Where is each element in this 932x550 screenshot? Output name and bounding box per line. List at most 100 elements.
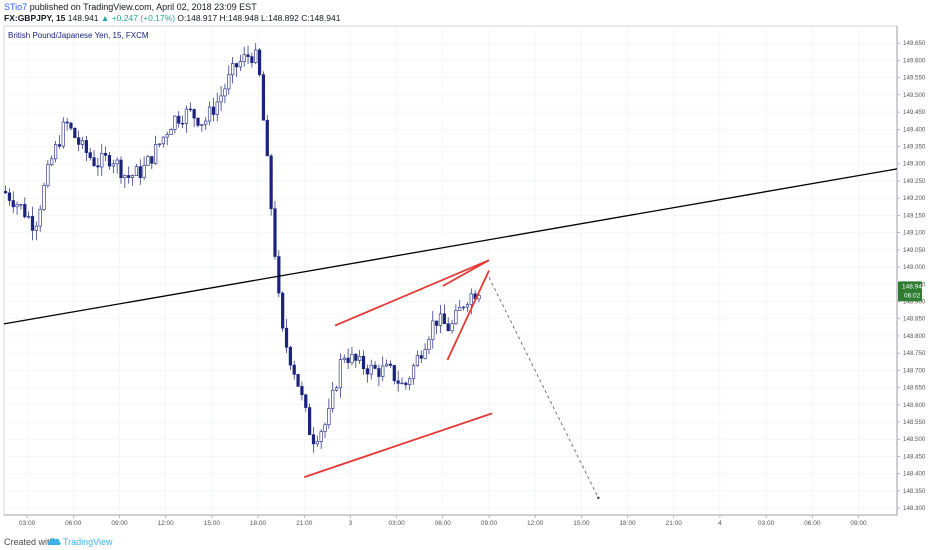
- channel-lower-line: [303, 412, 493, 478]
- candle-body: [431, 320, 435, 340]
- y-tick-label: 149.050: [903, 247, 926, 254]
- candle-body: [369, 364, 373, 375]
- x-tick-label: 03:00: [388, 520, 405, 527]
- chart-legend: British Pound/Japanese Yen, 15, FXCM: [8, 31, 149, 40]
- y-tick-label: 149.450: [903, 109, 926, 116]
- y-tick-label: 149.200: [903, 195, 926, 202]
- candle-body: [361, 355, 366, 370]
- candle-body: [65, 121, 69, 124]
- candle-body: [411, 365, 416, 380]
- y-tick-label: 149.300: [903, 161, 926, 168]
- symbol-label[interactable]: FX:GBPJPY, 15: [4, 13, 66, 23]
- candle-body: [269, 155, 273, 210]
- candle-body: [150, 156, 154, 164]
- y-tick-label: 148.550: [903, 419, 926, 426]
- candle-body: [15, 204, 19, 208]
- candle-body: [257, 49, 262, 75]
- candle-body: [404, 382, 408, 386]
- candle-body: [223, 88, 227, 97]
- candle-body: [204, 120, 208, 125]
- x-tick-label: 15:00: [204, 520, 221, 527]
- candlestick-series: [3, 43, 481, 453]
- candle-body: [53, 144, 58, 160]
- candle-body: [138, 166, 142, 178]
- candle-body: [261, 74, 266, 121]
- candle-body: [11, 200, 15, 208]
- candle-body: [77, 137, 81, 145]
- author-link[interactable]: STio7: [4, 2, 28, 12]
- candle-body: [319, 431, 323, 442]
- candle-body: [381, 365, 385, 377]
- x-tick-label: 03:00: [19, 520, 36, 527]
- candle-body: [57, 144, 62, 147]
- candle-body: [315, 441, 319, 445]
- y-tick-label: 149.150: [903, 212, 926, 219]
- candle-body: [246, 54, 250, 57]
- candle-body: [161, 136, 165, 145]
- candle-body: [107, 155, 112, 167]
- projection-dashed-line: [488, 277, 599, 498]
- last-price-label: 148.941: [902, 283, 926, 290]
- plot-area[interactable]: [3, 25, 898, 516]
- candle-body: [146, 156, 150, 166]
- candle-body: [446, 323, 450, 332]
- projection-target-marker: [597, 496, 600, 500]
- candle-body: [119, 159, 123, 179]
- candle-body: [469, 293, 473, 305]
- candle-body: [304, 394, 308, 408]
- y-tick-label: 149.500: [903, 92, 926, 99]
- candle-body: [211, 106, 215, 115]
- x-tick-label: 09:00: [111, 520, 128, 527]
- x-tick-label: 03:00: [758, 520, 775, 527]
- published-text: published on TradingView.com, April 02, …: [29, 2, 257, 12]
- countdown-label: 06:02: [904, 292, 921, 299]
- candle-body: [7, 192, 11, 201]
- candle-body: [19, 204, 23, 206]
- candle-body: [219, 95, 223, 103]
- candle-body: [92, 157, 96, 166]
- candle-body: [142, 165, 146, 178]
- candle-body: [454, 310, 458, 324]
- drawings[interactable]: [3, 168, 898, 500]
- candle-body: [165, 134, 169, 138]
- tradingview-link[interactable]: TradingView: [63, 537, 113, 547]
- candle-body: [242, 54, 246, 62]
- candle-body: [130, 175, 135, 178]
- candle-body: [415, 355, 419, 367]
- candle-body: [46, 164, 50, 186]
- trendline-line: [3, 168, 898, 325]
- x-tick-label: 09:00: [850, 520, 867, 527]
- candle-body: [346, 357, 350, 363]
- created-with-text: Created with: [4, 537, 55, 547]
- candle-body: [392, 365, 396, 382]
- candle-body: [61, 121, 65, 147]
- last-price-tag: 148.941 06:02: [898, 281, 926, 302]
- candle-body: [50, 158, 54, 165]
- candle-body: [354, 354, 358, 361]
- candle-body: [342, 357, 346, 360]
- x-tick-label: 18:00: [619, 520, 636, 527]
- candle-body: [373, 364, 377, 369]
- candle-body: [450, 323, 454, 332]
- candle-body: [323, 424, 327, 432]
- y-tick-label: 148.450: [903, 453, 926, 460]
- candle-body: [184, 108, 189, 124]
- candle-body: [96, 165, 100, 168]
- cloud-logo-icon[interactable]: [46, 535, 62, 547]
- candle-body: [157, 143, 162, 145]
- x-tick-label: 21:00: [666, 520, 683, 527]
- y-tick-label: 148.300: [903, 505, 926, 512]
- wedge-lower-line: [446, 270, 490, 361]
- candle-body: [419, 355, 423, 359]
- candle-body: [154, 144, 158, 164]
- last-price-text: 148.941: [67, 13, 99, 23]
- channel-upper-line: [334, 259, 490, 327]
- candle-body: [84, 140, 88, 153]
- y-tick-label: 148.900: [903, 298, 926, 305]
- candle-body: [396, 380, 400, 384]
- y-tick-label: 149.650: [903, 40, 926, 47]
- candle-body: [80, 140, 85, 145]
- candle-body: [231, 63, 235, 76]
- price-axis: 149.650 149.600 149.550 149.500 149.450 149.4…: [897, 40, 926, 512]
